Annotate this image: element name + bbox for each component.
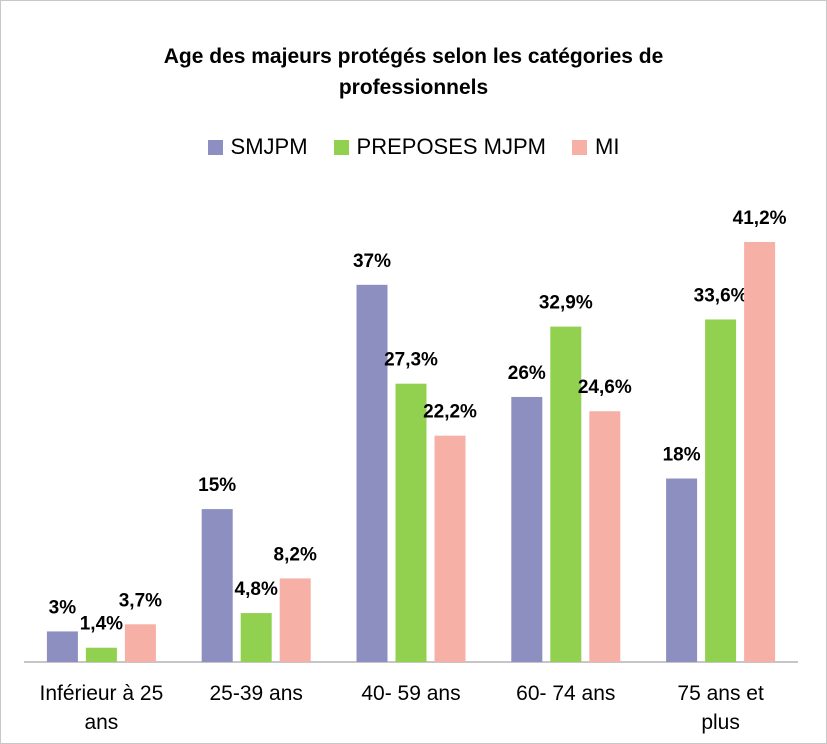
x-tick-label: 60- 74 ans [516,682,616,705]
legend-swatch [333,139,349,155]
legend-item: SMJPM [207,134,308,160]
bar [46,631,78,662]
data-label: 26% [508,363,546,384]
data-label: 3,7% [119,590,162,611]
bar [279,578,311,662]
x-tick-label: Inférieur à 25 ans [39,682,164,734]
data-label: 24,6% [578,377,632,398]
data-label: 18% [663,445,701,466]
bar [240,613,272,662]
data-label: 15% [198,475,236,496]
bar [124,624,156,662]
legend: SMJPM PREPOSES MJPM MI [1,134,826,160]
x-tick-label: 40- 59 ans [361,682,461,705]
data-label: 22,2% [423,402,477,423]
data-label: 37% [353,251,391,272]
data-label: 27,3% [384,350,438,371]
data-label: 8,2% [274,544,317,565]
bar [744,242,776,662]
data-label: 4,8% [235,579,278,600]
bar [666,478,698,662]
legend-swatch [207,139,223,155]
legend-label: MI [595,134,620,159]
bar [434,435,466,662]
data-label: 32,9% [539,293,593,314]
bar [85,647,117,662]
data-label: 41,2% [733,208,787,229]
legend-item: MI [572,134,619,160]
legend-item: PREPOSES MJPM [333,134,547,160]
bar [550,326,582,662]
bar [511,396,543,662]
data-label: 1,4% [80,614,123,635]
bar [589,411,621,662]
legend-label: SMJPM [230,134,308,159]
bar [395,383,427,662]
legend-label: PREPOSES MJPM [356,134,547,159]
x-tick-label: 25-39 ans [209,682,303,705]
data-label: 33,6% [694,285,748,306]
data-label: 3% [49,597,77,618]
bar [705,319,737,662]
legend-swatch [572,139,588,155]
x-tick-label: 75 ans et plus [677,682,764,734]
bar [201,509,233,662]
bar [356,284,388,662]
chart-title: Age des majeurs protégés selon les catég… [163,45,664,99]
